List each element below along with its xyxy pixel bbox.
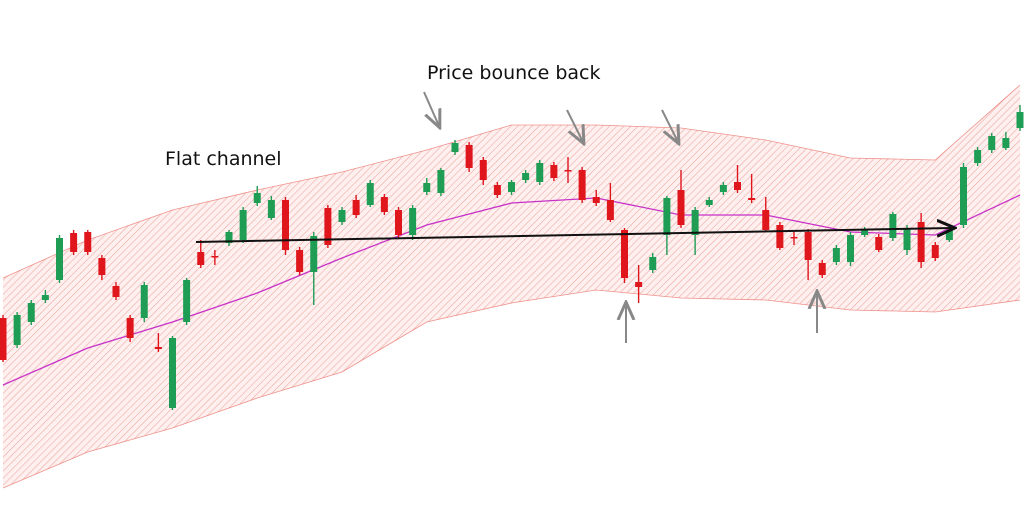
pointer-arrow bbox=[566, 109, 583, 142]
candle-body bbox=[1002, 138, 1010, 148]
candle-body bbox=[508, 182, 515, 192]
candle-body bbox=[649, 257, 657, 270]
candle-body bbox=[395, 210, 402, 235]
lower-band bbox=[2, 289, 1021, 489]
candle-body bbox=[734, 182, 741, 190]
candle-body bbox=[988, 136, 996, 150]
candle-body bbox=[1016, 112, 1024, 128]
candle-body bbox=[903, 228, 911, 250]
pointer-arrow bbox=[661, 109, 678, 142]
candle-layer bbox=[0, 105, 1024, 410]
candle-body bbox=[239, 210, 247, 240]
candle-body bbox=[635, 282, 643, 287]
candle-body bbox=[705, 200, 713, 205]
candle-body bbox=[183, 280, 191, 322]
annotation: Price bounce back bbox=[427, 62, 601, 84]
candle-body bbox=[960, 167, 967, 225]
candle-body bbox=[493, 185, 501, 195]
candle-body bbox=[945, 230, 953, 240]
candle-body bbox=[0, 318, 7, 360]
candle-body bbox=[748, 198, 756, 200]
pointer-arrow bbox=[423, 91, 439, 126]
candle-body bbox=[847, 235, 854, 262]
candle-body bbox=[522, 173, 530, 180]
candle-body bbox=[84, 232, 92, 252]
candle-body bbox=[437, 170, 445, 193]
candle-body bbox=[409, 208, 417, 235]
candle-body bbox=[56, 238, 63, 280]
candle-body bbox=[169, 338, 176, 408]
candle-body bbox=[663, 198, 671, 235]
candle-body bbox=[861, 230, 869, 235]
candle-body bbox=[112, 286, 120, 297]
candle-body bbox=[931, 245, 939, 258]
candle-body bbox=[790, 237, 798, 239]
candle-body bbox=[70, 233, 78, 252]
candle-body bbox=[974, 150, 982, 163]
candle-body bbox=[804, 232, 812, 260]
candle-body bbox=[818, 263, 826, 275]
candle-body bbox=[211, 256, 219, 258]
candle-body bbox=[126, 318, 134, 338]
candle-body bbox=[719, 185, 727, 192]
candle-body bbox=[832, 248, 840, 262]
candle-body bbox=[253, 193, 261, 203]
candle-body bbox=[564, 170, 572, 172]
candle-body bbox=[154, 347, 162, 349]
candle-body bbox=[338, 210, 346, 222]
candle-body bbox=[27, 303, 35, 322]
trend-arrow bbox=[195, 228, 953, 243]
candle-body bbox=[917, 222, 925, 262]
annotation-arrows bbox=[195, 91, 953, 343]
candle-body bbox=[380, 197, 388, 212]
candle-body bbox=[324, 208, 332, 245]
candle-body bbox=[776, 225, 784, 248]
candle-body bbox=[479, 160, 487, 180]
candle-body bbox=[592, 197, 600, 203]
candle-body bbox=[550, 165, 558, 178]
annotation: Flat channel bbox=[165, 148, 282, 170]
upper-band bbox=[2, 84, 1021, 279]
candle-body bbox=[621, 230, 628, 278]
candle-body bbox=[140, 285, 148, 318]
candle-body bbox=[13, 315, 21, 345]
candle-body bbox=[366, 183, 374, 205]
candle-body bbox=[691, 210, 699, 235]
candle-body bbox=[197, 252, 205, 265]
candle-body bbox=[875, 237, 883, 250]
candle-body bbox=[677, 190, 685, 225]
candle-body bbox=[225, 232, 233, 243]
candle-body bbox=[98, 258, 106, 275]
candle-body bbox=[310, 236, 318, 272]
band-area bbox=[3, 85, 1020, 488]
candle-body bbox=[451, 143, 459, 152]
candle-body bbox=[889, 214, 897, 238]
candle-body bbox=[267, 200, 275, 218]
candle-body bbox=[296, 250, 304, 272]
candle-body bbox=[423, 183, 431, 192]
candle-body bbox=[578, 170, 586, 200]
candle-body bbox=[465, 145, 473, 168]
candle-body bbox=[352, 200, 360, 215]
band-layer bbox=[2, 84, 1021, 489]
candle-body bbox=[762, 210, 770, 230]
candle-body bbox=[536, 163, 544, 182]
candle-body bbox=[282, 200, 289, 250]
candle-body bbox=[41, 295, 49, 300]
candle-body bbox=[606, 200, 614, 220]
